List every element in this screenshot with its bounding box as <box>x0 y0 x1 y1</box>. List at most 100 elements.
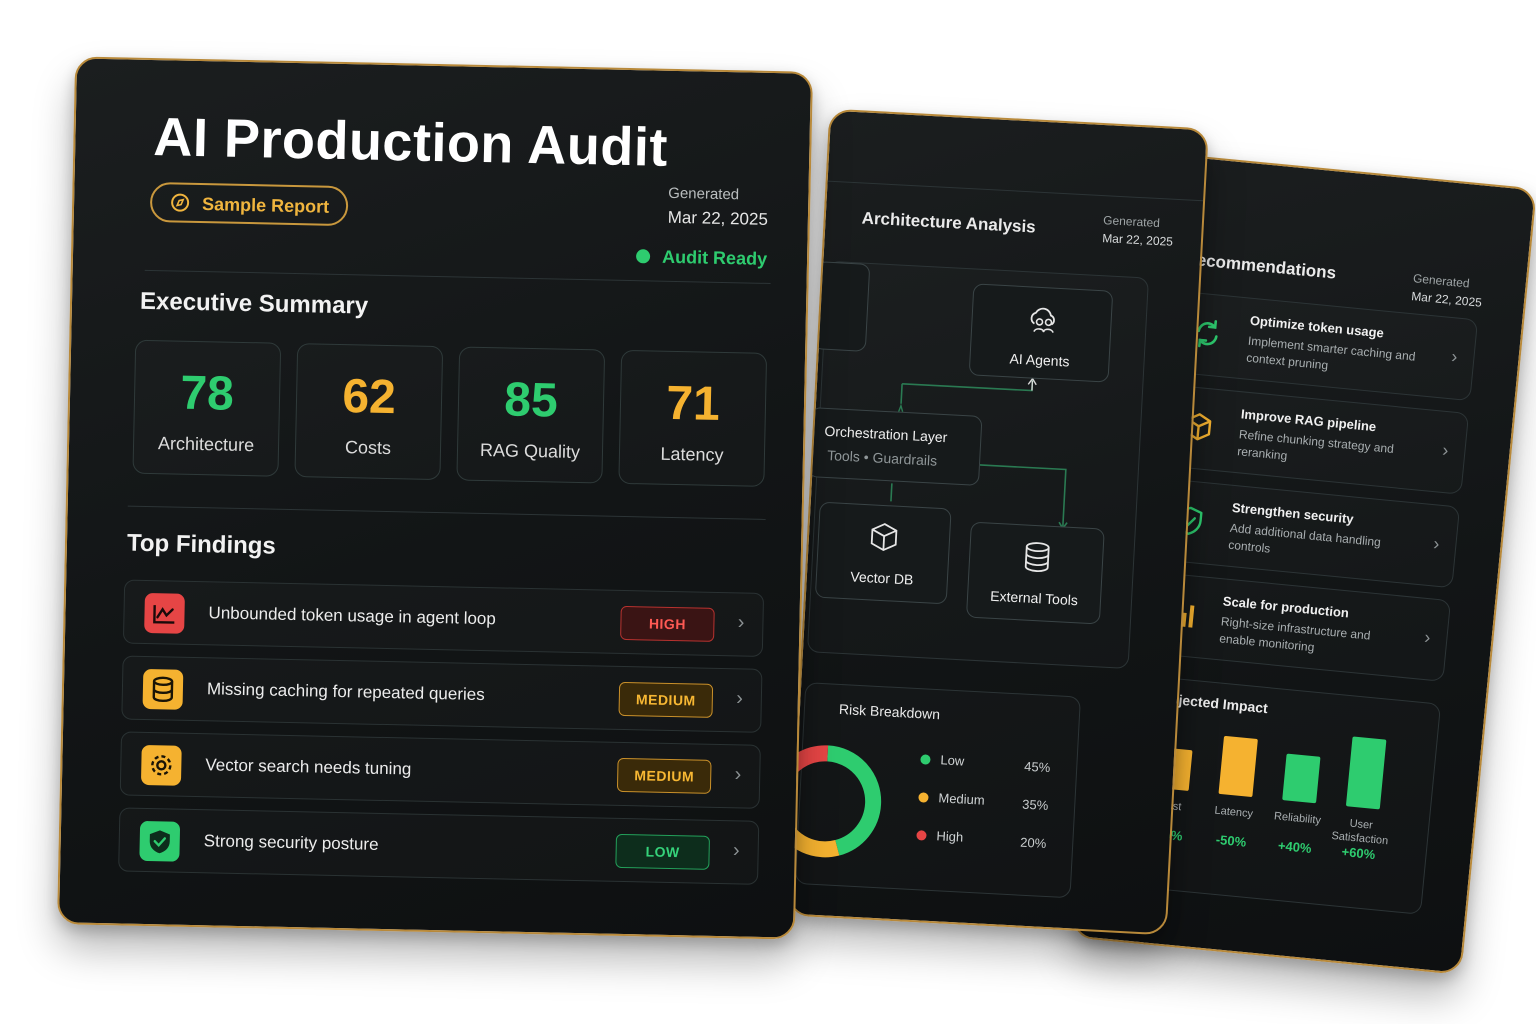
external-tools-node[interactable]: External Tools <box>965 521 1105 625</box>
impact-category-label: Latency <box>1214 805 1254 821</box>
score-label: Architecture <box>157 433 255 456</box>
legend-low: Low <box>920 751 965 769</box>
finding-row-vector-search[interactable]: Vector search needs tuning MEDIUM › <box>119 731 761 809</box>
sample-report-badge[interactable]: Sample Report <box>149 181 349 227</box>
chevron-right-icon[interactable]: › <box>732 839 740 862</box>
cloud-people-icon <box>1030 307 1055 333</box>
score-value: 62 <box>341 370 397 425</box>
severity-badge: LOW <box>615 833 710 870</box>
orchestration-label: Orchestration Layer <box>824 422 948 446</box>
legend-value: 35% <box>1021 796 1049 814</box>
severity-badge: MEDIUM <box>618 681 714 718</box>
impact-bar <box>1346 736 1387 810</box>
generated-label: Generated <box>668 184 740 204</box>
status-badge: Audit Ready <box>635 246 768 270</box>
rec-item-scale[interactable]: Scale for production Right-size infrastr… <box>1146 571 1452 682</box>
external-tools-label: External Tools <box>989 587 1079 609</box>
risk-title: Risk Breakdown <box>838 700 941 723</box>
chevron-right-icon[interactable]: › <box>734 763 742 786</box>
impact-category-label: Satisfaction <box>1331 830 1389 847</box>
database-icon <box>1024 542 1050 573</box>
chart-spike-icon <box>144 592 185 634</box>
finding-text: Vector search needs tuning <box>205 755 412 779</box>
legend-medium: Medium <box>918 789 986 808</box>
rec-desc: Right-size infrastructure and enable mon… <box>1218 614 1372 655</box>
top-findings-title: Top Findings <box>126 529 277 560</box>
refresh-icon <box>1197 320 1218 348</box>
chevron-right-icon[interactable]: › <box>1432 533 1441 554</box>
finding-row-token-usage[interactable]: Unbounded token usage in agent loop HIGH… <box>122 579 765 657</box>
rec-item-security[interactable]: Strengthen security Add additional data … <box>1155 478 1461 589</box>
rec-item-token[interactable]: Optimize token usage Implement smarter c… <box>1173 291 1479 402</box>
score-value: 78 <box>179 366 235 421</box>
finding-text: Unbounded token usage in agent loop <box>208 603 497 629</box>
rec-desc: Implement smarter caching and context pr… <box>1245 333 1417 373</box>
recommendations-generated: Generated Mar 22, 2025 <box>1410 269 1484 312</box>
legend-label: Medium <box>938 790 986 808</box>
legend-label: High <box>936 828 964 845</box>
chevron-right-icon[interactable]: › <box>1423 626 1432 648</box>
impact-category-label: Reliability <box>1273 810 1322 827</box>
architecture-diagram: AI Agents Orchestration Layer Tools • Gu… <box>806 260 1149 670</box>
legend-label: Low <box>940 752 965 769</box>
orchestration-sub-label: Tools • Guardrails <box>826 446 938 469</box>
agents-label: AI Agents <box>1009 350 1070 370</box>
recommendations-title: Recommendations <box>1183 249 1337 283</box>
cube-icon <box>870 523 898 552</box>
score-label: RAG Quality <box>479 439 581 463</box>
shield-check-icon <box>139 820 181 862</box>
header-divider <box>144 269 771 284</box>
chevron-right-icon[interactable]: › <box>735 687 744 710</box>
compass-icon <box>171 193 190 212</box>
ai-agents-node[interactable]: AI Agents <box>968 283 1114 383</box>
recommendations-card: Recommendations Generated Mar 22, 2025 O… <box>1071 151 1536 975</box>
finding-row-caching[interactable]: Missing caching for repeated queries MED… <box>121 655 763 733</box>
architecture-card: Architecture Analysis Generated Mar 22, … <box>787 108 1209 936</box>
chevron-right-icon[interactable]: › <box>1441 439 1450 461</box>
finding-text: Missing caching for repeated queries <box>206 679 485 705</box>
chevron-right-icon[interactable]: › <box>737 611 745 634</box>
score-label: Costs <box>344 437 392 459</box>
risk-donut-chart <box>787 745 882 858</box>
orchestration-node[interactable]: Orchestration Layer Tools • Guardrails <box>807 407 983 486</box>
partial-node[interactable] <box>811 261 871 352</box>
database-icon <box>142 668 184 710</box>
score-card-costs[interactable]: 62 Costs <box>294 343 444 481</box>
score-value: 85 <box>503 373 559 428</box>
architecture-title: Architecture Analysis <box>861 208 1037 237</box>
rec-desc: Refine chunking strategy and reranking <box>1236 427 1395 463</box>
finding-row-security[interactable]: Strong security posture LOW › <box>118 807 760 885</box>
chevron-right-icon[interactable]: › <box>1450 346 1459 367</box>
legend-value: 20% <box>1019 834 1047 851</box>
legend-value: 45% <box>1023 758 1051 776</box>
impact-value-label: +60% <box>1341 844 1376 862</box>
generated-date: Mar 22, 2025 <box>667 207 769 229</box>
impact-value-label: +40% <box>1277 838 1312 856</box>
connector-lines <box>890 376 1068 530</box>
executive-summary-title: Executive Summary <box>139 287 369 320</box>
score-card-latency[interactable]: 71 Latency <box>618 349 768 487</box>
section-divider <box>127 505 766 520</box>
severity-badge: MEDIUM <box>616 757 712 794</box>
page-title: AI Production Audit <box>152 107 669 178</box>
impact-value-label: -50% <box>1215 832 1247 850</box>
generated-date: Mar 22, 2025 <box>1101 231 1174 249</box>
score-card-architecture[interactable]: 78 Architecture <box>132 339 282 477</box>
status-label: Audit Ready <box>661 246 768 269</box>
impact-bar <box>1218 735 1258 797</box>
status-dot <box>635 249 651 264</box>
finding-text: Strong security posture <box>203 831 379 854</box>
rec-item-rag[interactable]: Improve RAG pipeline Refine chunking str… <box>1164 384 1470 495</box>
donut-slice-medium <box>787 745 882 858</box>
legend-dot <box>918 792 929 803</box>
header-divider <box>827 180 1204 202</box>
impact-category-label: User <box>1349 818 1374 832</box>
severity-badge: HIGH <box>620 605 715 642</box>
vector-db-label: Vector DB <box>850 568 914 588</box>
rec-desc: Add additional data handling controls <box>1227 520 1382 556</box>
risk-breakdown-panel: Risk Breakdown Low 45% Medium 35% High 2… <box>787 682 1081 899</box>
badge-label: Sample Report <box>201 194 330 217</box>
impact-bar <box>1282 753 1321 804</box>
score-card-rag-quality[interactable]: 85 RAG Quality <box>456 346 606 484</box>
vector-db-node[interactable]: Vector DB <box>814 501 952 605</box>
